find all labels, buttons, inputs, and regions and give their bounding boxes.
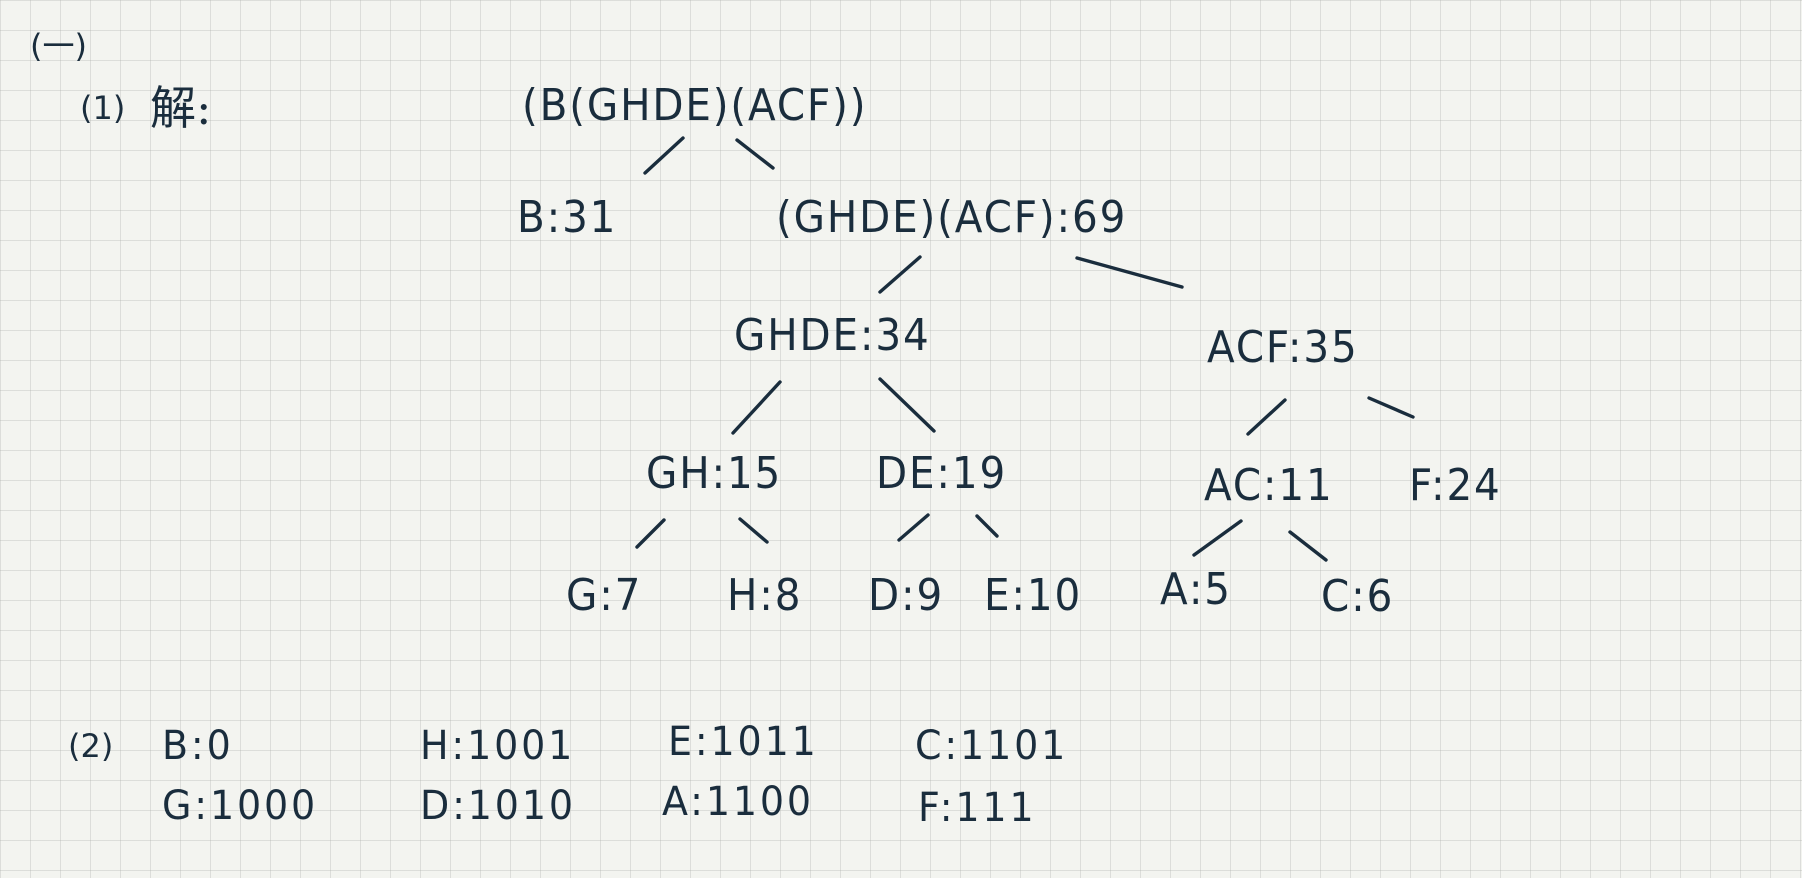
edge-ghde-acf-acf [1075,256,1184,289]
tree-node-gh: GH:15 [646,448,783,499]
tree-node-ac: AC:11 [1204,460,1334,511]
edge-ghde-gh [731,380,782,435]
edge-ghde-acf-ghde [878,255,922,294]
code-d: D:1010 [420,783,576,829]
edge-ac-c [1288,530,1328,562]
section-label: (一) [30,27,87,65]
code-a: A:1100 [662,779,814,825]
tree-node-root: (B(GHDE)(ACF)) [522,80,868,131]
edge-gh-g [635,518,666,549]
code-g: G:1000 [162,783,319,829]
tree-node-c: C:6 [1321,571,1395,622]
tree-node-acf: ACF:35 [1207,322,1359,373]
code-c: C:1101 [915,723,1069,769]
edge-root-b [643,136,685,175]
code-f: F:111 [918,785,1037,831]
tree-node-b: B:31 [517,192,618,243]
tree-node-e: E:10 [984,570,1083,621]
code-h: H:1001 [420,723,576,769]
edge-acf-ac [1246,398,1287,436]
edge-gh-h [738,517,769,544]
part1-label: (1) [80,89,126,127]
part2-label: (2) [68,727,114,765]
edge-de-e [975,514,999,538]
edge-root-ghde-acf [735,138,775,170]
tree-node-h: H:8 [727,570,803,621]
solve-label: 解: [150,81,212,135]
tree-node-ghde: GHDE:34 [734,310,931,361]
edge-ghde-de [878,377,936,433]
tree-node-ghde-acf: (GHDE)(ACF):69 [776,192,1128,243]
edge-de-d [897,513,930,542]
tree-node-de: DE:19 [876,448,1008,499]
tree-node-g: G:7 [566,570,643,621]
edge-acf-f [1367,396,1415,419]
edge-ac-a [1192,519,1243,557]
code-e: E:1011 [668,719,819,765]
code-b: B:0 [162,723,234,769]
tree-node-f: F:24 [1409,460,1502,511]
tree-node-a: A:5 [1160,564,1232,615]
tree-node-d: D:9 [868,570,945,621]
